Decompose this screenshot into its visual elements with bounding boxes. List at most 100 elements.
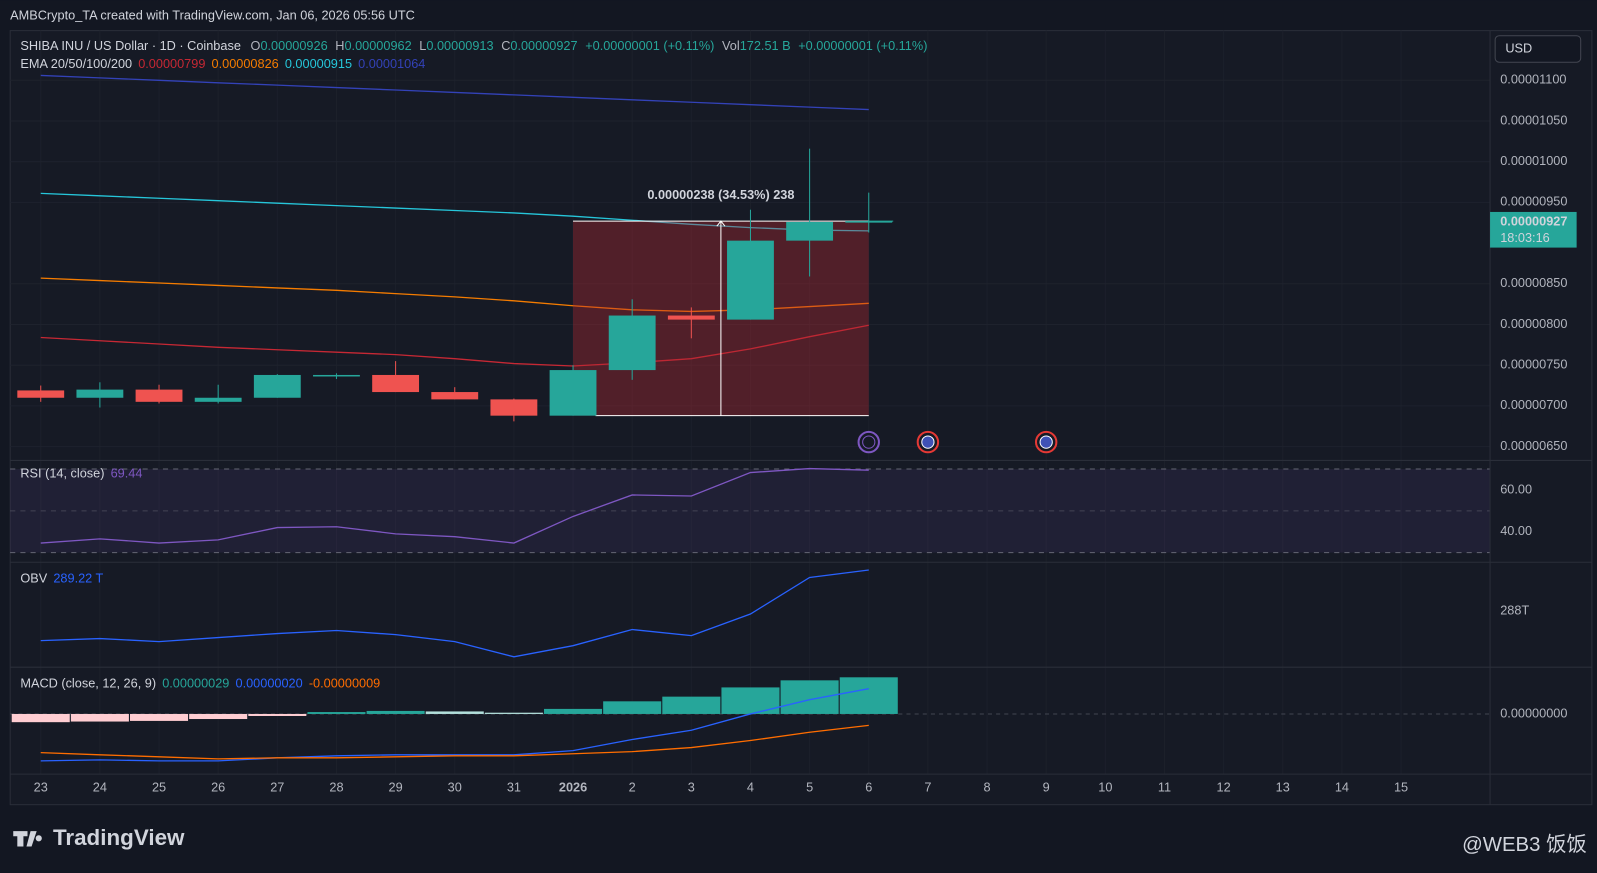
- y-tick-label: 40.00: [1500, 523, 1532, 538]
- ema-line: [40, 192, 869, 232]
- macd-histogram-bar: [662, 696, 721, 714]
- candle-body: [608, 315, 656, 371]
- x-tick-label: 30: [448, 780, 462, 795]
- macd-histogram-bar: [544, 708, 603, 714]
- macd-histogram-bar: [366, 710, 425, 714]
- measure-arrow-head: [716, 220, 726, 227]
- x-tick-label: 2026: [559, 780, 587, 795]
- macd-histogram-bar: [780, 680, 839, 714]
- measure-label: 0.00000238 (34.53%) 238: [647, 187, 794, 202]
- last-price: 0.00000927: [1500, 213, 1567, 228]
- x-tick-label: 14: [1335, 780, 1349, 795]
- candle-body: [845, 221, 893, 223]
- macd-value: -0.00000009: [309, 676, 380, 691]
- ema-value: 0.00000799: [138, 57, 205, 72]
- x-tick-label: 11: [1158, 780, 1171, 795]
- x-tick-label: 10: [1098, 780, 1112, 795]
- y-tick-label: 0.00001100: [1500, 72, 1566, 87]
- y-tick-label: 0.00000800: [1500, 316, 1567, 331]
- ohlc-label: H: [335, 38, 344, 53]
- macd-line: [40, 724, 869, 760]
- macd-value: 0.00000020: [236, 676, 303, 691]
- ema-title: EMA 20/50/100/200: [20, 57, 132, 72]
- candle-body: [76, 389, 124, 398]
- macd-legend: MACD (close, 12, 26, 9) 0.00000029 0.00000…: [20, 676, 380, 691]
- symbol-legend: SHIBA INU / US Dollar · 1D · Coinbase O0…: [20, 38, 927, 53]
- ohlc-value: 0.00000927: [510, 38, 577, 53]
- ohlc-value: 0.00000926: [260, 38, 327, 53]
- obv-value: 289.22 T: [53, 571, 103, 586]
- ema-legend: EMA 20/50/100/200 0.00000799 0.00000826 0.0…: [20, 57, 425, 72]
- candle-body: [194, 397, 242, 402]
- y-tick-label: 0.00000750: [1500, 357, 1567, 372]
- rsi-band: [10, 469, 1491, 553]
- candle-body: [313, 374, 360, 377]
- y-tick-label: 0.00000950: [1500, 194, 1567, 209]
- macd-histogram-bar: [839, 677, 898, 714]
- macd-histogram-bar: [248, 713, 307, 716]
- ema-value: 0.00001064: [358, 57, 425, 72]
- x-tick-label: 2: [629, 780, 636, 795]
- change: +0.00000001 (+0.11%): [585, 38, 714, 53]
- y-tick-label: 0.00000650: [1500, 438, 1567, 453]
- x-tick-label: 7: [924, 780, 931, 795]
- x-tick-label: 28: [329, 780, 343, 795]
- currency[interactable]: USD: [1505, 40, 1532, 55]
- ohlc-label: C: [501, 38, 510, 53]
- x-tick-label: 9: [1043, 780, 1050, 795]
- obv-legend: OBV 289.22 T: [20, 571, 103, 586]
- y-tick-label: 0.00000850: [1500, 275, 1567, 290]
- event-icon: [857, 430, 880, 454]
- rsi-title: RSI (14, close): [20, 466, 104, 481]
- x-tick-label: 29: [389, 780, 403, 795]
- countdown: 18:03:16: [1500, 230, 1550, 245]
- x-tick-label: 8: [984, 780, 991, 795]
- y-tick-label: 60.00: [1500, 481, 1532, 496]
- macd-histogram-bar: [484, 712, 543, 714]
- macd-title: MACD (close, 12, 26, 9): [20, 676, 156, 691]
- ema-value: 0.00000826: [212, 57, 279, 72]
- symbol: SHIBA INU / US Dollar · 1D · Coinbase: [20, 38, 241, 53]
- x-tick-label: 13: [1276, 780, 1290, 795]
- ohlc-label: O: [251, 38, 261, 53]
- y-tick-label: 0.00001050: [1500, 112, 1567, 127]
- ema-value: 0.00000915: [285, 57, 352, 72]
- candle-body: [490, 399, 538, 416]
- x-tick-label: 27: [270, 780, 284, 795]
- vol-label: Vol: [722, 38, 740, 53]
- rsi-legend: RSI (14, close) 69.44: [20, 466, 142, 481]
- macd-histogram-bar: [425, 711, 484, 714]
- x-tick-label: 4: [747, 780, 754, 795]
- macd-histogram-bar: [307, 712, 366, 714]
- x-tick-label: 5: [806, 780, 813, 795]
- ohlc-value: 0.00000962: [344, 38, 411, 53]
- macd-histogram-bar: [130, 713, 189, 721]
- currency-button[interactable]: [1494, 35, 1582, 63]
- marks: [11, 74, 898, 762]
- candle-body: [667, 315, 715, 320]
- macd-histogram-bar: [11, 713, 70, 723]
- event-icon-inner: [921, 435, 935, 449]
- ohlc-label: L: [419, 38, 426, 53]
- x-tick-label: 12: [1217, 780, 1231, 795]
- price-label-box: [1490, 211, 1577, 248]
- x-tick-label: 31: [507, 780, 521, 795]
- event-icon-inner: [862, 435, 876, 449]
- x-tick-label: 6: [865, 780, 872, 795]
- macd-line: [40, 688, 869, 762]
- macd-value: 0.00000029: [162, 676, 229, 691]
- obv-title: OBV: [20, 571, 47, 586]
- tv-logo-icon: [13, 831, 42, 847]
- y-tick-label: 0.00000000: [1500, 705, 1567, 720]
- candle-body: [431, 392, 479, 400]
- x-tick-label: 25: [152, 780, 166, 795]
- indicator-line: [40, 569, 869, 658]
- indicator-line: [40, 467, 869, 544]
- candle-body: [253, 374, 301, 398]
- ohlc-value: 0.00000913: [426, 38, 493, 53]
- ema-line: [40, 324, 869, 367]
- x-tick-label: 23: [34, 780, 48, 795]
- candle-body: [727, 240, 774, 320]
